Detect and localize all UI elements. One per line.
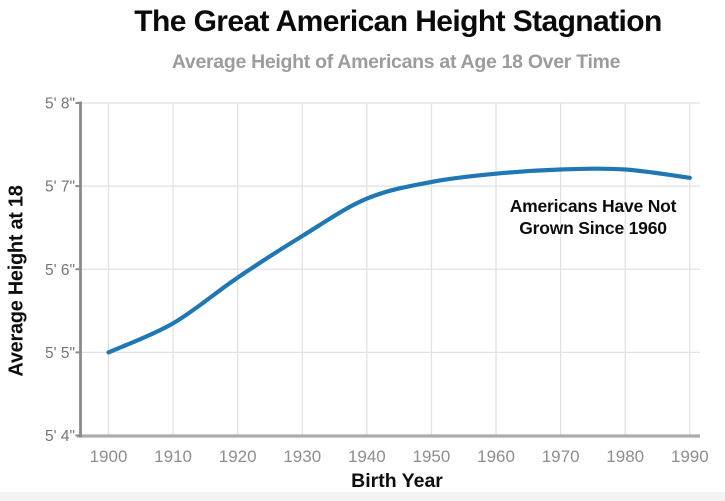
chart-title: The Great American Height Stagnation xyxy=(134,5,662,38)
x-tick-label: 1940 xyxy=(348,447,386,466)
x-tick-label: 1960 xyxy=(477,447,515,466)
y-tick-label: 5' 6" xyxy=(45,262,75,279)
x-tick-label: 1990 xyxy=(671,447,709,466)
height-trend-line xyxy=(106,166,692,355)
x-tick-label: 1980 xyxy=(606,447,644,466)
chart-subtitle: Average Height of Americans at Age 18 Ov… xyxy=(171,51,621,73)
annotation: Americans Have Not Grown Since 1960 xyxy=(510,195,677,240)
annotation-line-1: Americans Have Not xyxy=(509,196,677,216)
x-axis-title: Birth Year xyxy=(351,470,443,492)
x-tick-label: 1920 xyxy=(219,447,257,466)
y-tick-label: 5' 4" xyxy=(45,428,75,445)
y-tick-label: 5' 8" xyxy=(45,96,75,113)
y-axis-title: Average Height at 18 xyxy=(5,185,28,377)
x-tick-label: 1970 xyxy=(542,447,580,466)
annotation-line-2: Grown Since 1960 xyxy=(519,218,667,239)
y-tick-label: 5' 7" xyxy=(45,179,75,196)
y-tick-label: 5' 5" xyxy=(45,345,75,362)
x-tick-label: 1910 xyxy=(154,447,192,466)
x-tick-label: 1930 xyxy=(283,447,321,466)
bottom-page-strip xyxy=(0,492,725,501)
x-tick-label: 1900 xyxy=(90,447,128,466)
x-tick-label: 1950 xyxy=(413,447,451,466)
